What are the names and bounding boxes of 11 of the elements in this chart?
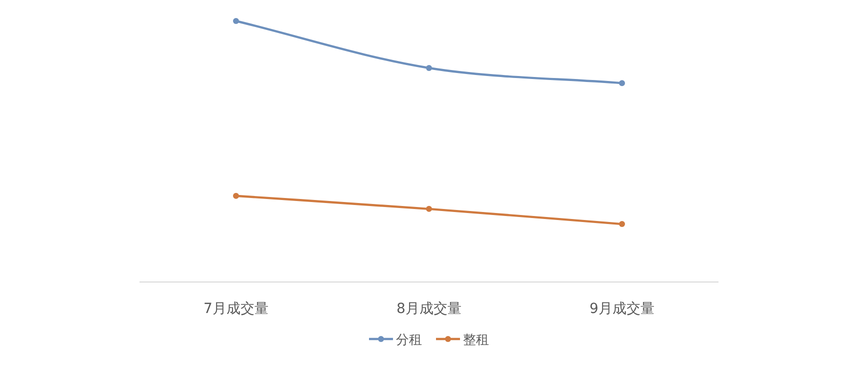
point [619,221,625,228]
point [233,192,239,199]
x-tick-label: 9月成交量 [590,301,654,317]
x-tick-label: 7月成交量 [204,301,268,317]
point [233,18,239,24]
point [426,206,432,212]
legend-label: 分租 [396,333,422,348]
point [426,64,432,71]
legend-label: 整租 [463,333,489,348]
x-tick-label: 8月成交量 [396,301,462,317]
point [619,80,625,86]
